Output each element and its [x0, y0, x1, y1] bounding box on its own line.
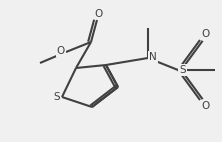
Text: O: O: [202, 29, 210, 39]
Text: S: S: [54, 92, 60, 102]
Text: O: O: [94, 9, 102, 19]
Text: O: O: [57, 46, 65, 56]
Text: N: N: [149, 52, 157, 62]
Text: S: S: [179, 65, 186, 75]
Text: O: O: [202, 101, 210, 111]
